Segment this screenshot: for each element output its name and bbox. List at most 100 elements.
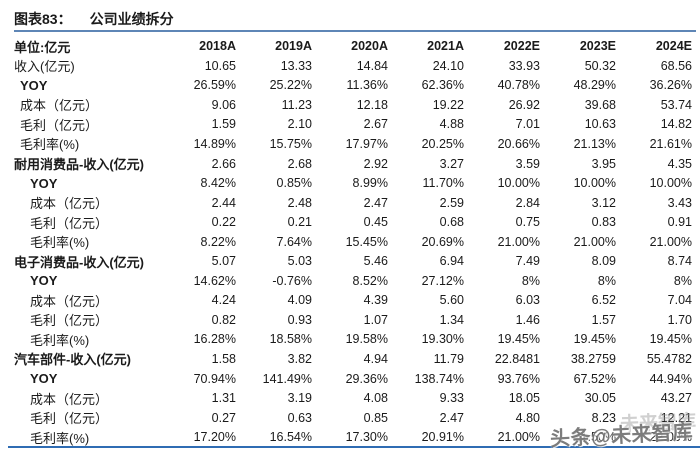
row-label: YOY	[30, 273, 58, 289]
value-cell: 3.19	[287, 391, 312, 406]
value-cell: 18.05	[508, 391, 540, 406]
value-cell: 44.94%	[649, 371, 692, 386]
value-cell: 19.45%	[573, 332, 616, 347]
value-cell: 8.23	[591, 410, 616, 425]
value-cell: 19.45%	[497, 332, 540, 347]
value-cell: 3.59	[515, 156, 540, 171]
value-cell: 5.60	[439, 293, 464, 308]
value-cell: 4.09	[287, 293, 312, 308]
value-cell: 21.13%	[573, 136, 616, 151]
value-cell: 0.27	[211, 410, 236, 425]
table-row: 毛利（亿元） 1.59 2.10 2.67 4.88 7.01 10.63 14.82	[0, 115, 700, 135]
value-cell: 10.00%	[497, 176, 540, 191]
table-row: 毛利率(%) 14.89% 15.75% 17.97% 20.25% 20.66% 21.1…	[0, 134, 700, 154]
value-cell: 21.00%	[497, 430, 540, 445]
value-cell: 14.89%	[193, 136, 236, 151]
value-cell: 26.59%	[193, 78, 236, 93]
value-cell: 0.85%	[276, 176, 312, 191]
value-cell: 9.06	[211, 97, 236, 112]
value-cell: 11.70%	[422, 176, 464, 191]
value-cell: 1.46	[515, 312, 540, 327]
value-cell: 21.00%	[497, 234, 540, 249]
value-cell: 2.92	[363, 156, 388, 171]
table-row: YOY 26.59% 25.22% 11.36% 62.36% 40.78% 48.29% 3…	[0, 76, 700, 96]
value-cell: 48.29%	[573, 78, 616, 93]
value-cell: 38.2759	[570, 351, 616, 366]
value-cell: 7.49	[515, 254, 540, 269]
row-label: 成本（亿元）	[30, 293, 109, 309]
title-rule-divider	[14, 30, 696, 32]
row-label: 成本（亿元）	[30, 391, 109, 407]
value-cell: 3.43	[667, 195, 692, 210]
value-cell: 39.68	[584, 97, 616, 112]
table-row: 收入(亿元) 10.65 13.33 14.84 24.10 33.93 50.32 68.5…	[0, 56, 700, 76]
value-cell: 16.28%	[193, 332, 236, 347]
value-cell: 1.59	[211, 117, 236, 132]
column-header-2020A: 2020A	[351, 39, 388, 53]
value-cell: 12.21	[660, 410, 692, 425]
value-cell: 70.94%	[193, 371, 236, 386]
value-cell: 5.07	[211, 254, 236, 269]
table-row: YOY 70.94% 141.49% 29.36% 138.74% 93.76% 67.52…	[0, 369, 700, 389]
value-cell: 6.94	[439, 254, 464, 269]
value-cell: 14.62%	[193, 273, 236, 288]
value-cell: 11.36%	[346, 78, 388, 93]
value-cell: 20.91%	[421, 430, 464, 445]
table-row: 电子消费品-收入(亿元) 5.07 5.03 5.46 6.94 7.49 8.09 8.74	[0, 251, 700, 271]
value-cell: 21.50%	[573, 430, 616, 445]
value-cell: 1.70	[667, 312, 692, 327]
row-label: 毛利率(%)	[20, 137, 80, 153]
value-cell: 27.12%	[421, 273, 464, 288]
value-cell: 0.75	[515, 215, 540, 230]
value-cell: 20.25%	[421, 136, 464, 151]
table-row: 耐用消费品-收入(亿元) 2.66 2.68 2.92 3.27 3.59 3.95 4.35	[0, 154, 700, 174]
value-cell: 43.27	[660, 391, 692, 406]
value-cell: 11.79	[433, 351, 464, 366]
value-cell: 8.99%	[352, 176, 388, 191]
value-cell: 55.4782	[646, 351, 692, 366]
value-cell: 15.75%	[269, 136, 312, 151]
table-row: 成本（亿元） 1.31 3.19 4.08 9.33 18.05 30.05 43.27	[0, 388, 700, 408]
value-cell: 6.52	[591, 293, 616, 308]
value-cell: 3.27	[439, 156, 464, 171]
row-label: 毛利率(%)	[30, 332, 90, 348]
row-label: 电子消费品-收入(亿元)	[14, 254, 144, 270]
value-cell: 8.42%	[200, 176, 236, 191]
table-row: 毛利率(%) 8.22% 7.64% 15.45% 20.69% 21.00% 21.00%…	[0, 232, 700, 252]
value-cell: 2.68	[287, 156, 312, 171]
value-cell: 10.63	[584, 117, 616, 132]
value-cell: 8%	[521, 273, 540, 288]
value-cell: 22.00%	[649, 430, 692, 445]
value-cell: 50.32	[584, 58, 616, 73]
value-cell: 4.94	[363, 351, 388, 366]
value-cell: 14.82	[660, 117, 692, 132]
row-label: 毛利率(%)	[30, 235, 90, 251]
value-cell: 4.24	[211, 293, 236, 308]
value-cell: -0.76%	[272, 273, 312, 288]
table-header-row: 单位:亿元 2018A 2019A 2020A 2021A 2022E 2023E 2024…	[0, 37, 700, 55]
value-cell: 22.8481	[494, 351, 540, 366]
value-cell: 0.21	[287, 215, 312, 230]
value-cell: 1.58	[211, 351, 236, 366]
value-cell: 2.59	[439, 195, 464, 210]
table-row: 成本（亿元） 9.06 11.23 12.18 19.22 26.92 39.68 53.74	[0, 95, 700, 115]
value-cell: 2.84	[515, 195, 540, 210]
row-label: 汽车部件-收入(亿元)	[14, 352, 131, 368]
column-header-2021A: 2021A	[427, 39, 464, 53]
value-cell: 0.82	[211, 312, 236, 327]
row-label: 毛利（亿元）	[20, 117, 99, 133]
value-cell: 3.12	[591, 195, 616, 210]
value-cell: 10.65	[204, 58, 236, 73]
value-cell: 4.08	[363, 391, 388, 406]
column-header-2023E: 2023E	[579, 39, 616, 53]
figure-title: 图表83： 公司业绩拆分	[14, 9, 174, 29]
value-cell: 10.00%	[573, 176, 616, 191]
value-cell: 21.00%	[649, 234, 692, 249]
value-cell: 1.34	[439, 312, 464, 327]
value-cell: 53.74	[660, 97, 692, 112]
value-cell: 4.35	[667, 156, 692, 171]
value-cell: 8.09	[591, 254, 616, 269]
value-cell: 93.76%	[497, 371, 540, 386]
value-cell: 19.45%	[649, 332, 692, 347]
